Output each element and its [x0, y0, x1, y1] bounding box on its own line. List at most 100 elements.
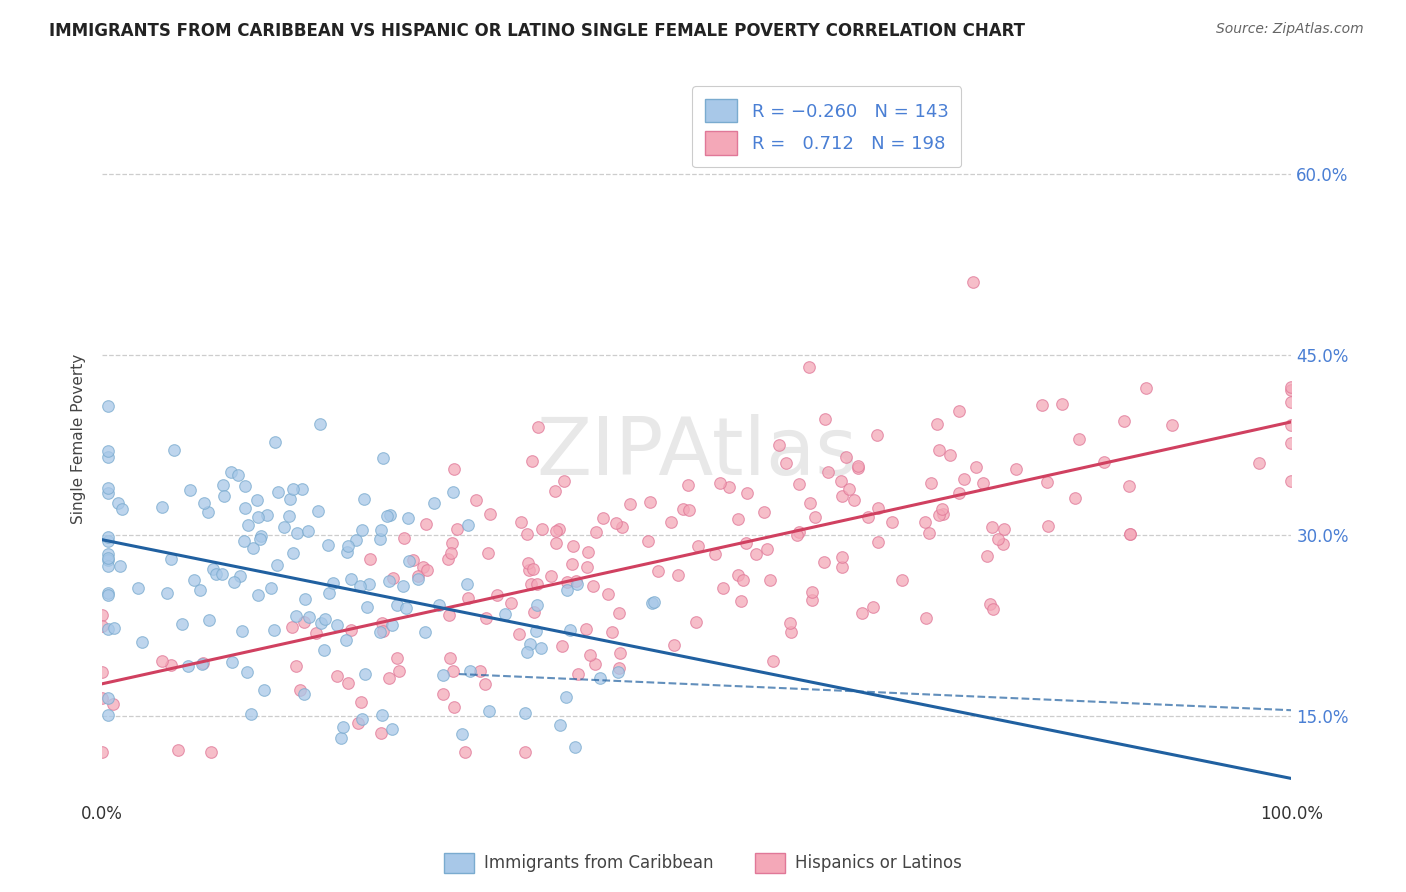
- Point: [359, 552, 381, 566]
- Point: [647, 565, 669, 579]
- Point: [108, 559, 131, 574]
- Point: [838, 482, 860, 496]
- Point: [378, 671, 401, 685]
- Point: [91, 691, 114, 706]
- Point: [263, 435, 285, 450]
- Point: [612, 520, 634, 534]
- Point: [267, 484, 290, 499]
- Point: [991, 537, 1014, 551]
- Point: [406, 569, 429, 583]
- Point: [565, 574, 588, 588]
- Point: [191, 657, 214, 672]
- Point: [177, 659, 200, 673]
- Point: [730, 593, 752, 607]
- Point: [193, 496, 215, 510]
- Point: [659, 516, 682, 530]
- Point: [522, 562, 544, 576]
- Point: [172, 616, 194, 631]
- Point: [107, 496, 129, 510]
- Point: [316, 538, 339, 552]
- Point: [479, 507, 502, 521]
- Point: [976, 549, 998, 563]
- Point: [1036, 475, 1059, 489]
- Point: [880, 515, 903, 529]
- Point: [561, 557, 583, 571]
- Point: [928, 443, 950, 458]
- Point: [349, 579, 371, 593]
- Point: [553, 474, 575, 488]
- Point: [245, 493, 267, 508]
- Point: [768, 438, 790, 452]
- Point: [352, 712, 374, 726]
- Point: [292, 687, 315, 701]
- Point: [387, 598, 409, 612]
- Point: [97, 481, 120, 495]
- Point: [212, 489, 235, 503]
- Point: [339, 572, 361, 586]
- Point: [607, 606, 630, 620]
- Point: [1281, 380, 1303, 394]
- Point: [231, 624, 253, 638]
- Point: [1281, 394, 1303, 409]
- Point: [735, 485, 758, 500]
- Point: [917, 526, 939, 541]
- Point: [233, 534, 256, 549]
- Point: [576, 544, 599, 558]
- Point: [211, 566, 233, 581]
- Point: [336, 676, 359, 690]
- Point: [159, 551, 181, 566]
- Point: [678, 478, 700, 492]
- Text: Source: ZipAtlas.com: Source: ZipAtlas.com: [1216, 22, 1364, 37]
- Point: [1004, 461, 1026, 475]
- Point: [443, 700, 465, 714]
- Point: [752, 505, 775, 519]
- Point: [835, 450, 858, 465]
- Point: [952, 471, 974, 485]
- Point: [350, 695, 373, 709]
- Point: [516, 527, 538, 541]
- Point: [981, 520, 1004, 534]
- Point: [179, 483, 201, 498]
- Point: [797, 359, 820, 374]
- Point: [443, 462, 465, 476]
- Point: [1160, 417, 1182, 432]
- Point: [1112, 414, 1135, 428]
- Point: [354, 667, 377, 681]
- Point: [413, 624, 436, 639]
- Point: [202, 562, 225, 576]
- Point: [326, 669, 349, 683]
- Point: [638, 495, 661, 509]
- Point: [242, 541, 264, 556]
- Point: [441, 664, 464, 678]
- Point: [972, 476, 994, 491]
- Point: [589, 671, 612, 685]
- Point: [97, 588, 120, 602]
- Point: [517, 563, 540, 577]
- Point: [198, 613, 221, 627]
- Point: [641, 596, 664, 610]
- Point: [398, 554, 420, 568]
- Point: [508, 627, 530, 641]
- Point: [1052, 397, 1074, 411]
- Text: ZIPAtlas: ZIPAtlas: [536, 415, 858, 492]
- Point: [457, 518, 479, 533]
- Point: [91, 619, 114, 633]
- Point: [1281, 418, 1303, 433]
- Point: [371, 616, 394, 631]
- Point: [727, 567, 749, 582]
- Point: [920, 476, 942, 491]
- Point: [415, 517, 437, 532]
- Point: [97, 707, 120, 722]
- Y-axis label: Single Female Poverty: Single Female Poverty: [72, 354, 86, 524]
- Point: [375, 508, 398, 523]
- Point: [347, 716, 370, 731]
- Point: [856, 509, 879, 524]
- Point: [592, 511, 614, 525]
- Legend: R = −0.260   N = 143, R =   0.712   N = 198: R = −0.260 N = 143, R = 0.712 N = 198: [692, 87, 962, 167]
- Point: [530, 641, 553, 656]
- Point: [266, 558, 288, 573]
- Point: [524, 624, 547, 638]
- Point: [779, 615, 801, 630]
- Legend: Immigrants from Caribbean, Hispanics or Latinos: Immigrants from Caribbean, Hispanics or …: [437, 847, 969, 880]
- Point: [501, 596, 523, 610]
